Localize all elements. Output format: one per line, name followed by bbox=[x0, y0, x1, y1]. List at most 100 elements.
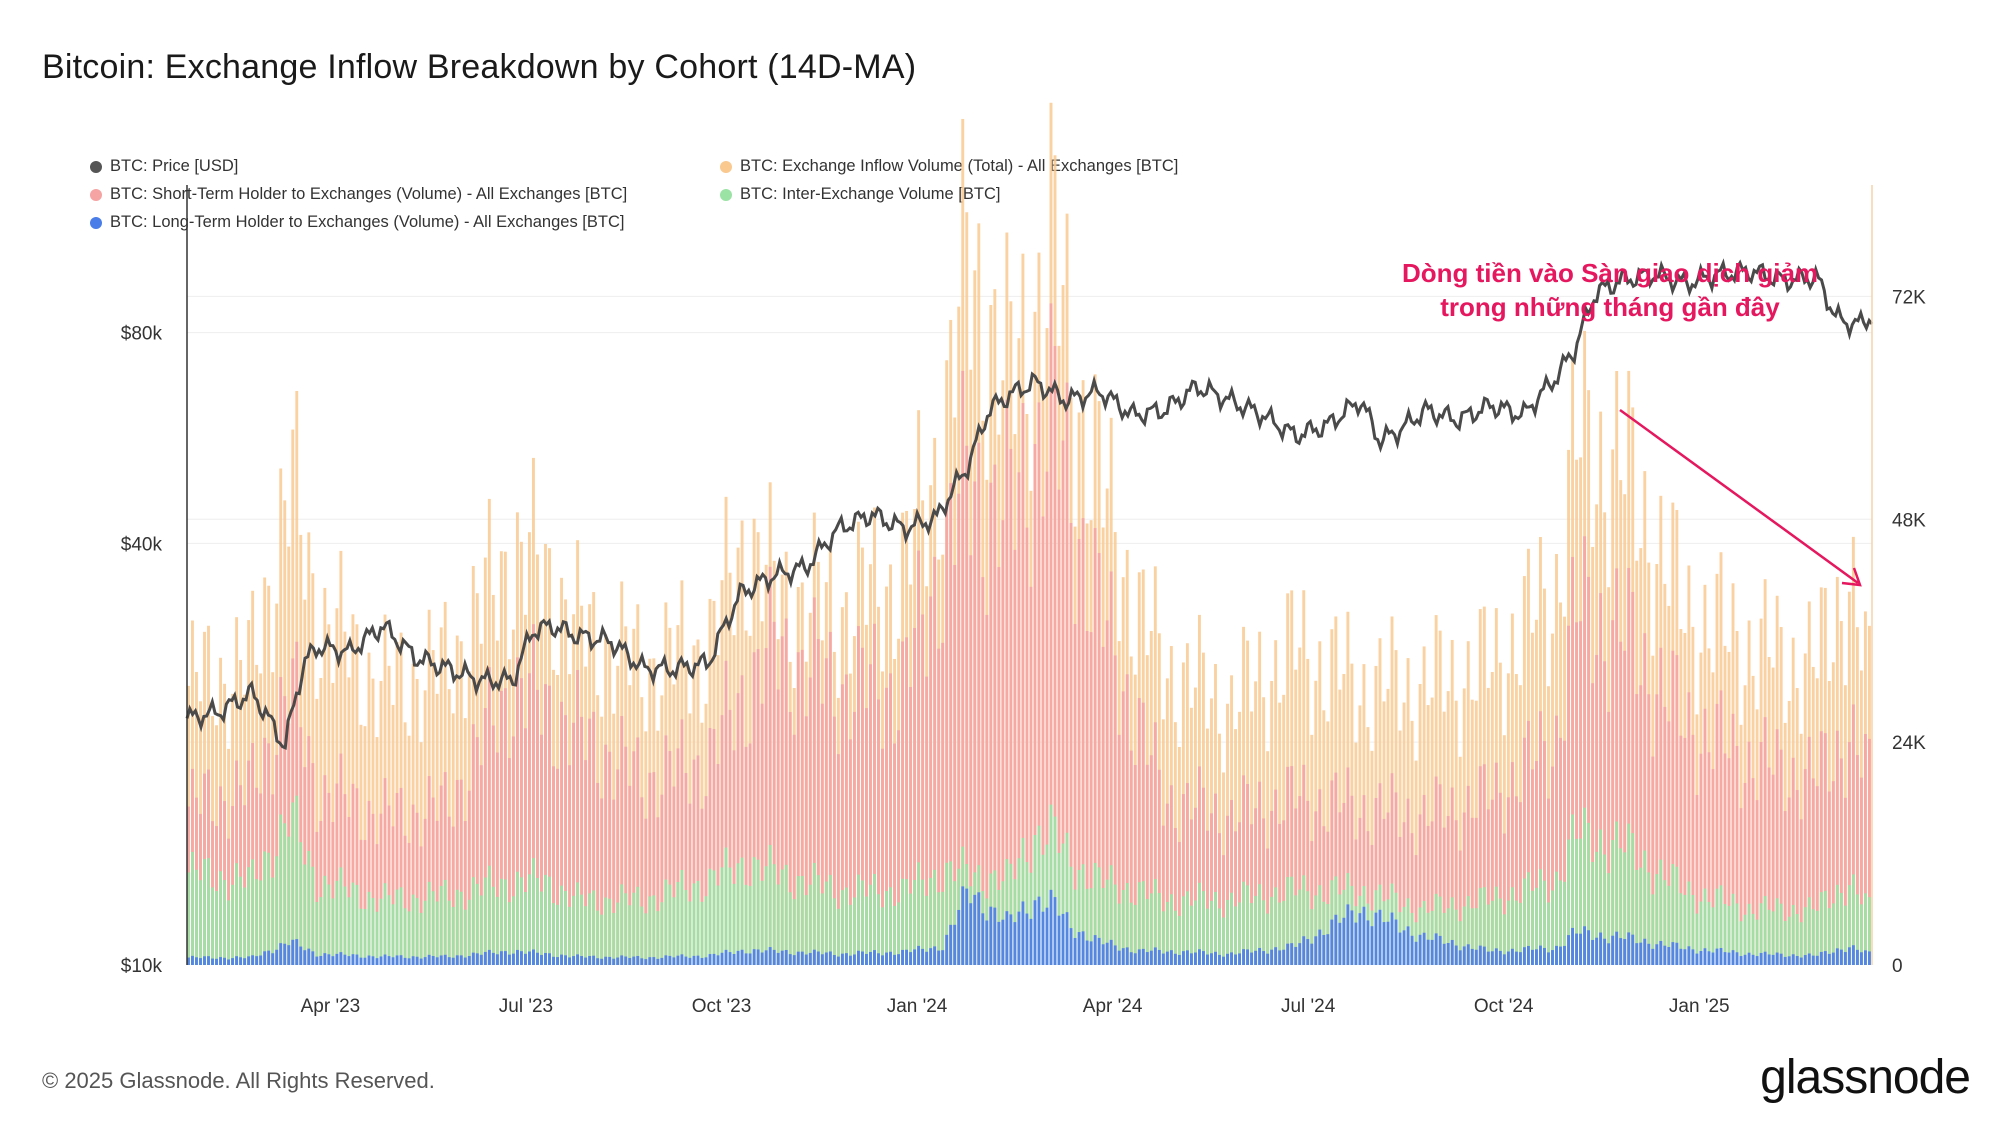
bar-inter-exchange bbox=[620, 884, 624, 965]
bar-sth bbox=[812, 597, 816, 965]
bar-sth bbox=[945, 502, 949, 965]
bar-lth bbox=[844, 953, 848, 965]
bar-lth bbox=[604, 956, 608, 965]
bar-inter-exchange bbox=[1246, 885, 1250, 965]
bar-lth bbox=[1330, 919, 1334, 965]
bar-sth bbox=[495, 752, 499, 965]
bar-sth bbox=[351, 783, 355, 965]
bar-inter-exchange bbox=[1458, 921, 1462, 965]
bar-lth bbox=[1599, 932, 1603, 965]
bar-inter-exchange bbox=[580, 894, 584, 965]
bar-sth bbox=[243, 805, 247, 965]
bar-inter-exchange bbox=[572, 895, 576, 965]
bar-inter-exchange bbox=[740, 857, 744, 965]
bar-lth bbox=[279, 943, 283, 965]
x-tick-label: Oct '23 bbox=[692, 996, 752, 1017]
bar-sth bbox=[1799, 819, 1803, 965]
bar-sth bbox=[239, 785, 243, 965]
bar-inter-exchange bbox=[1795, 913, 1799, 965]
bar-inter-exchange bbox=[668, 884, 672, 965]
bar-lth bbox=[728, 952, 732, 965]
bar-lth bbox=[957, 909, 961, 965]
bar-inter-exchange bbox=[568, 906, 572, 965]
bar-sth bbox=[343, 794, 347, 965]
bar-sth bbox=[1105, 620, 1109, 965]
annotation-text: Dòng tiền vào Sàn giao dịch giảm trong n… bbox=[1330, 256, 1890, 324]
legend-item-sth[interactable]: BTC: Short-Term Holder to Exchanges (Vol… bbox=[90, 185, 627, 204]
legend-item-inter-exchange[interactable]: BTC: Inter-Exchange Volume [BTC] bbox=[720, 185, 1000, 204]
bar-inter-exchange bbox=[624, 893, 628, 965]
bar-inter-exchange bbox=[1189, 905, 1193, 965]
bar-inter-exchange bbox=[511, 896, 515, 965]
bar-lth bbox=[1663, 945, 1667, 965]
bar-inter-exchange bbox=[259, 880, 263, 965]
bar-lth bbox=[1530, 949, 1534, 965]
bar-lth bbox=[1719, 948, 1723, 965]
bar-inter-exchange bbox=[335, 880, 339, 965]
bar-lth bbox=[1867, 951, 1871, 965]
glassnode-logo[interactable]: glassnode bbox=[1760, 1051, 1971, 1104]
x-tick-label: Jan '25 bbox=[1669, 996, 1730, 1017]
bar-lth bbox=[363, 957, 367, 965]
bar-sth bbox=[371, 813, 375, 965]
bar-inter-exchange bbox=[459, 891, 463, 965]
legend-item-price[interactable]: BTC: Price [USD] bbox=[90, 157, 238, 176]
bar-inter-exchange bbox=[1442, 912, 1446, 965]
bar-lth bbox=[367, 955, 371, 965]
bar-lth bbox=[1250, 952, 1254, 965]
bar-sth bbox=[1057, 489, 1061, 965]
bar-sth bbox=[608, 751, 612, 965]
legend-dot-sth bbox=[90, 188, 102, 201]
bar-sth bbox=[1129, 750, 1133, 965]
bar-sth bbox=[1446, 815, 1450, 965]
bar-lth bbox=[668, 955, 672, 965]
bar-lth bbox=[1639, 942, 1643, 965]
bar-inter-exchange bbox=[1486, 904, 1490, 965]
bar-inter-exchange bbox=[1775, 898, 1779, 965]
bar-lth bbox=[985, 920, 989, 965]
bar-lth bbox=[1093, 935, 1097, 965]
bar-inter-exchange bbox=[1839, 892, 1843, 965]
legend-item-lth[interactable]: BTC: Long-Term Holder to Exchanges (Volu… bbox=[90, 213, 624, 232]
bar-lth bbox=[195, 957, 198, 965]
bar-sth bbox=[1286, 766, 1290, 965]
bar-lth bbox=[528, 951, 531, 965]
bar-lth bbox=[267, 950, 271, 965]
bar-lth bbox=[1803, 955, 1807, 965]
bar-sth bbox=[1145, 764, 1149, 965]
bar-lth bbox=[1386, 921, 1390, 965]
bar-lth bbox=[953, 924, 957, 965]
bar-lth bbox=[1707, 951, 1711, 965]
bar-lth bbox=[1222, 956, 1225, 965]
bar-lth bbox=[1575, 933, 1579, 965]
bar-sth bbox=[1683, 737, 1687, 965]
bar-lth bbox=[1627, 932, 1631, 965]
bar-sth bbox=[1398, 836, 1402, 965]
legend-item-inflow-total[interactable]: BTC: Exchange Inflow Volume (Total) - Al… bbox=[720, 157, 1178, 176]
bar-inter-exchange bbox=[1222, 917, 1225, 965]
bar-lth bbox=[379, 956, 383, 965]
y-right-tick-label: 48K bbox=[1892, 510, 1926, 531]
bar-inter-exchange bbox=[877, 894, 880, 965]
bar-lth bbox=[1655, 944, 1659, 965]
trend-arrow-head bbox=[1841, 567, 1862, 587]
bar-inter-exchange bbox=[1254, 895, 1258, 965]
bar-lth bbox=[1053, 897, 1057, 965]
bar-inter-exchange bbox=[407, 911, 411, 965]
bar-lth bbox=[796, 951, 800, 965]
bar-lth bbox=[909, 952, 913, 965]
bar-lth bbox=[435, 957, 439, 965]
bar-sth bbox=[259, 793, 263, 965]
bar-sth bbox=[1005, 399, 1009, 965]
bar-sth bbox=[1615, 568, 1619, 965]
bar-lth bbox=[628, 958, 632, 965]
bar-sth bbox=[600, 798, 604, 965]
bar-lth bbox=[977, 892, 981, 965]
bar-lth bbox=[247, 956, 251, 965]
bar-inter-exchange bbox=[532, 858, 535, 965]
bar-lth bbox=[596, 958, 600, 965]
bar-lth bbox=[463, 957, 467, 965]
bar-lth bbox=[219, 957, 222, 965]
bar-lth bbox=[1703, 948, 1707, 965]
